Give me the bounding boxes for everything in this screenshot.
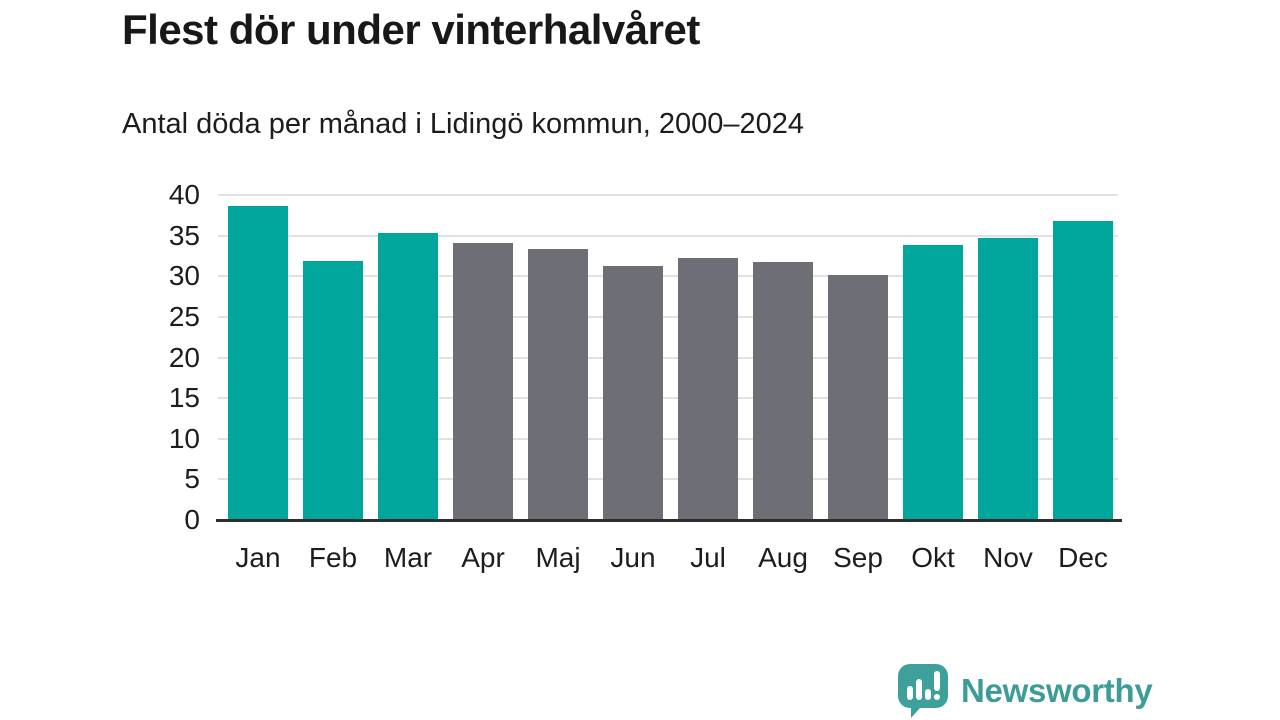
bar-Feb [303,260,363,520]
newsworthy-logo-text: Newsworthy [961,672,1153,709]
x-tick-label-Mar: Mar [383,542,433,573]
bar-Jul [678,258,738,520]
gridline-40 [218,194,1118,196]
newsworthy-logo: Newsworthy [897,663,1153,719]
chart-title: Flest dör under vinterhalvåret [122,6,700,53]
bar-chart-speech-bubble-icon [898,664,948,718]
gridline-30 [218,275,1118,278]
y-tick-label-0: 0 [184,504,200,535]
bar-Jan [228,205,288,520]
x-tick-label-Nov: Nov [983,542,1033,573]
y-tick-label-25: 25 [168,300,200,332]
y-tick-label-5: 5 [184,463,200,495]
gridline-35 [218,234,1118,237]
y-tick-label-35: 35 [168,219,200,251]
y-tick-label-10: 10 [168,422,200,454]
bar-Jun [603,265,663,520]
gridline-5 [218,478,1118,481]
bar-Okt [903,245,963,520]
x-tick-label-Maj: Maj [535,542,581,573]
x-tick-label-Feb: Feb [308,542,358,573]
bar-Maj [528,248,588,520]
y-tick-label-15: 15 [168,382,200,414]
x-tick-label-Okt: Okt [911,542,955,573]
bar-Dec [1053,221,1113,520]
x-tick-label-Jun: Jun [610,542,656,573]
y-tick-label-20: 20 [168,341,200,373]
bar-Nov [978,238,1038,520]
bar-Mar [378,233,438,520]
x-tick-label-Dec: Dec [1058,542,1108,573]
x-axis-line [216,519,1122,522]
bar-Sep [828,275,888,520]
gridline-20 [218,356,1118,359]
gridline-25 [218,315,1118,318]
bar-Apr [453,242,513,520]
chart-subtitle: Antal döda per månad i Lidingö kommun, 2… [122,108,804,140]
x-tick-label-Aug: Aug [758,542,808,573]
x-tick-label-Apr: Apr [461,542,505,573]
x-tick-label-Jan: Jan [235,542,281,573]
x-tick-label-Jul: Jul [690,542,726,573]
gridline-10 [218,437,1118,440]
y-tick-label-40: 40 [168,179,200,210]
y-tick-label-30: 30 [168,260,200,292]
gridline-15 [218,397,1118,400]
bar-Aug [753,262,813,520]
x-tick-label-Sep: Sep [833,542,883,573]
